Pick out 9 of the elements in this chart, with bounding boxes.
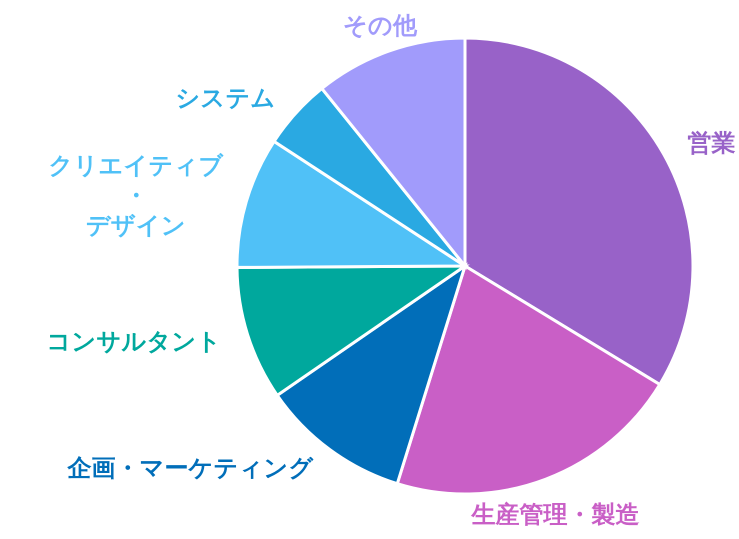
label: システム: [176, 84, 276, 112]
label: 営業: [688, 129, 736, 158]
label: 企画・マーケティング: [68, 454, 314, 482]
label: コンサルタント: [46, 327, 222, 356]
label: 生産管理・製造: [471, 500, 640, 529]
label: ・: [124, 181, 148, 210]
label: クリエイティブ: [48, 151, 224, 180]
label: その他: [343, 12, 417, 40]
label: デザイン: [86, 211, 186, 240]
